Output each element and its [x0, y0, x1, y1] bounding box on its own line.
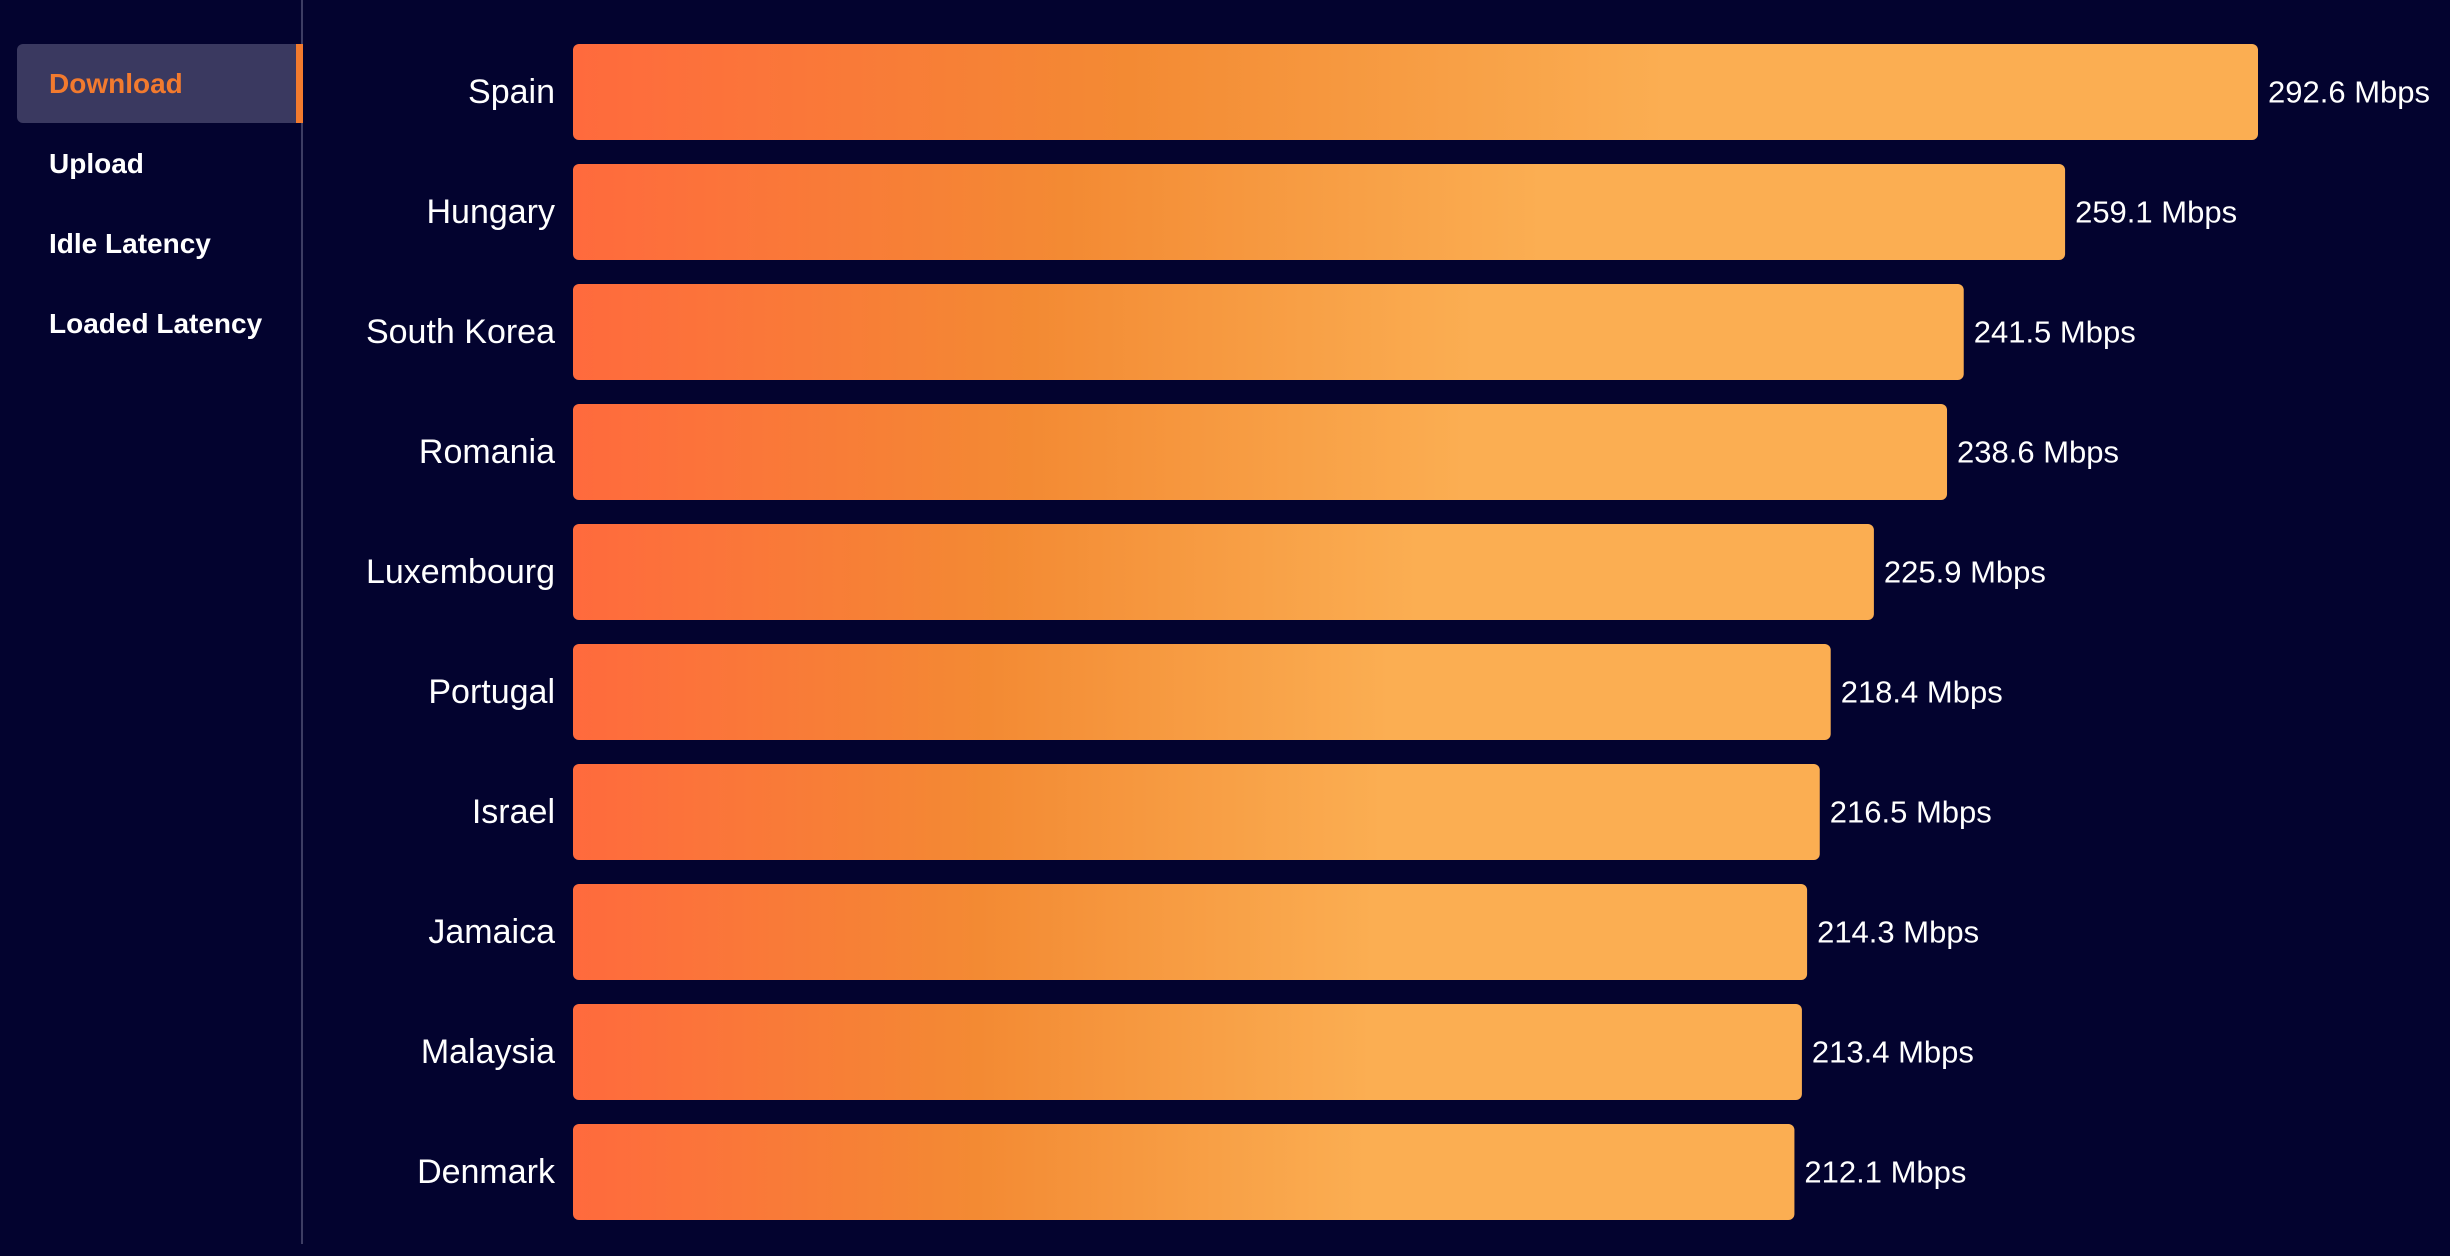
- value-label-spain: 292.6 Mbps: [2268, 75, 2430, 110]
- value-label-jamaica: 214.3 Mbps: [1817, 915, 1979, 950]
- bar-romania[interactable]: [573, 404, 1948, 500]
- sidebar-item-upload[interactable]: Upload: [49, 147, 144, 179]
- category-label-israel: Israel: [472, 793, 555, 831]
- value-label-hungary: 259.1 Mbps: [2075, 195, 2237, 230]
- value-label-south-korea: 241.5 Mbps: [1974, 315, 2136, 350]
- value-label-portugal: 218.4 Mbps: [1841, 675, 2003, 710]
- bar-south-korea[interactable]: [573, 284, 1964, 380]
- value-label-israel: 216.5 Mbps: [1830, 795, 1992, 830]
- category-label-south-korea: South Korea: [366, 313, 555, 351]
- bar-denmark[interactable]: [573, 1124, 1795, 1220]
- value-label-romania: 238.6 Mbps: [1957, 435, 2119, 470]
- bar-israel[interactable]: [573, 764, 1820, 860]
- category-label-denmark: Denmark: [417, 1153, 556, 1191]
- category-label-romania: Romania: [419, 433, 555, 471]
- category-label-hungary: Hungary: [426, 193, 555, 231]
- bar-hungary[interactable]: [573, 164, 2066, 260]
- category-label-portugal: Portugal: [428, 673, 555, 711]
- value-label-malaysia: 213.4 Mbps: [1812, 1035, 1974, 1070]
- sidebar-item-loaded-latency[interactable]: Loaded Latency: [49, 307, 263, 339]
- bar-jamaica[interactable]: [573, 884, 1808, 980]
- value-label-luxembourg: 225.9 Mbps: [1884, 555, 2046, 590]
- bar-portugal[interactable]: [573, 644, 1831, 740]
- bar-spain[interactable]: [573, 44, 2258, 140]
- metric-sidebar: Download Upload Idle Latency Loaded Late…: [0, 0, 303, 1244]
- bar-luxembourg[interactable]: [573, 524, 1874, 620]
- value-label-denmark: 212.1 Mbps: [1804, 1155, 1966, 1190]
- sidebar-item-download[interactable]: Download: [17, 44, 303, 123]
- bar-malaysia[interactable]: [573, 1004, 1802, 1100]
- category-label-malaysia: Malaysia: [421, 1033, 555, 1071]
- category-label-luxembourg: Luxembourg: [366, 553, 555, 591]
- category-label-spain: Spain: [468, 73, 555, 111]
- category-label-jamaica: Jamaica: [428, 913, 555, 951]
- sidebar-item-idle-latency[interactable]: Idle Latency: [49, 227, 211, 259]
